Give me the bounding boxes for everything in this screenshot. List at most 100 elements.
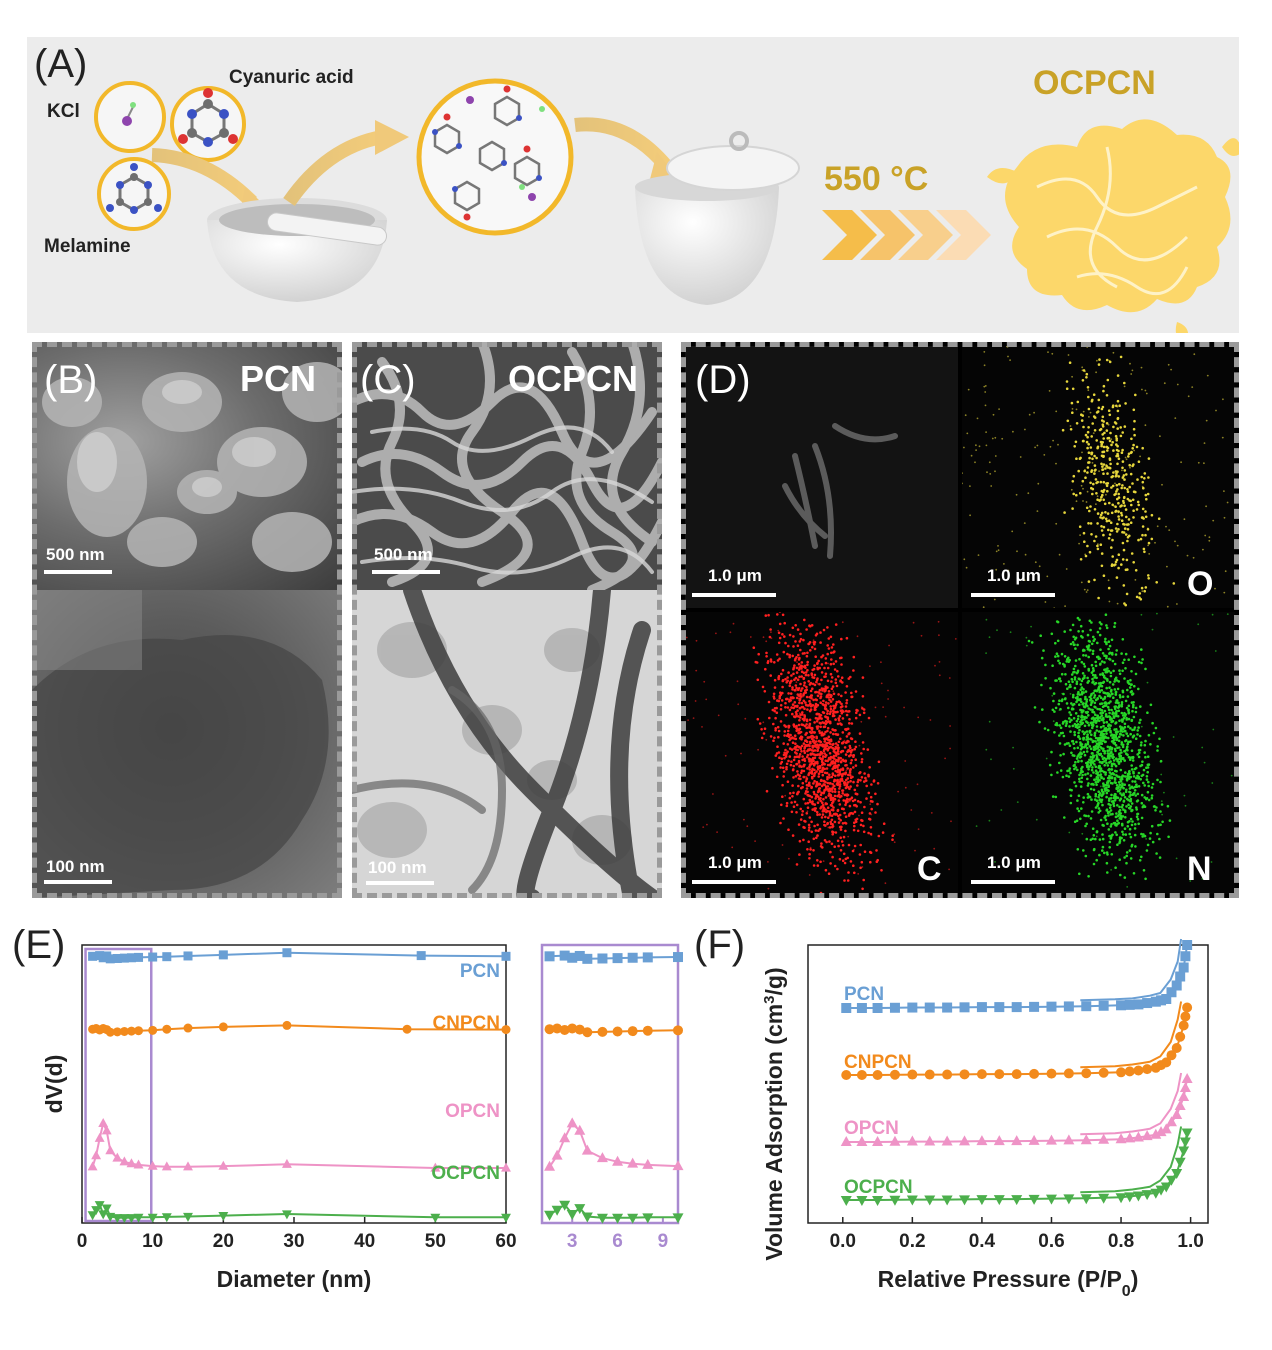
data-point [959,1069,970,1080]
inset-data-point [544,1160,556,1171]
map-dot [817,772,821,776]
map-dot [1105,642,1108,646]
map-dot [808,760,811,763]
map-dot [829,793,833,797]
map-dot [1101,415,1105,419]
map-dot [812,864,816,867]
map-dot [1105,808,1109,811]
map-dot [808,730,812,734]
map-dot [1076,616,1080,620]
map-dot [1082,736,1086,740]
map-dot [1156,745,1159,748]
map-dot [1095,456,1098,460]
map-dot [1082,801,1085,804]
map-dot [818,765,822,768]
map-dot [1024,428,1026,431]
inset-data-point [627,1026,638,1037]
map-dot [818,682,821,686]
map-dot [1127,717,1131,721]
map-dot [1067,775,1071,778]
map-dot [1110,776,1114,779]
map-dot [793,664,796,667]
map-dot [1123,759,1126,762]
map-dot [1093,759,1096,763]
map-dot [765,655,768,658]
map-dot [1122,474,1126,477]
melamine-label: Melamine [44,236,131,257]
map-dot [778,696,781,700]
pcn-sem-image [32,342,342,590]
map-dot [1104,517,1108,521]
map-dot [778,694,782,698]
map-dot [1201,746,1204,749]
map-dot [1091,740,1095,744]
map-dot [1113,799,1117,802]
map-dot [1109,724,1112,727]
map-dot [799,807,802,811]
map-dot [1105,484,1109,488]
map-dot [807,840,810,843]
map-dot [1137,755,1141,759]
map-dot [813,771,817,775]
map-dot [847,798,851,801]
map-dot [1024,553,1027,556]
map-dot [825,695,828,699]
map-dot [1116,775,1119,778]
data-point [872,1070,883,1080]
map-dot [1086,544,1089,548]
map-dot [685,636,688,639]
map-dot [1133,785,1137,789]
map-dot [1071,507,1074,510]
map-dot [1071,408,1074,410]
map-dot [823,839,827,842]
map-dot [1045,757,1048,760]
map-dot [1086,772,1090,775]
map-dot [1103,502,1107,506]
x-tick-label: 30 [283,1231,304,1252]
map-dot [1143,751,1146,754]
map-dot [1036,510,1039,512]
data-point [98,1210,109,1220]
map-dot [1144,667,1147,671]
map-dot [814,690,817,694]
map-dot [757,748,759,751]
map-dot [813,753,816,756]
map-dot [990,758,992,761]
map-dot [1104,670,1107,674]
map-dot [840,637,843,641]
map-dot [1083,674,1086,678]
map-dot [834,681,838,685]
map-dot [1082,688,1085,691]
map-dot [793,701,797,704]
map-dot [805,755,809,759]
map-dot [1141,388,1143,391]
map-dot [845,713,849,717]
map-dot [1115,732,1118,736]
map-dot [1095,772,1098,775]
map-dot [1061,698,1064,701]
x-tick-label: 20 [213,1231,234,1252]
map-dot [1114,796,1118,800]
map-dot [1114,866,1117,869]
map-dot [1107,708,1111,712]
map-dot [824,661,828,665]
data-point [959,1135,971,1146]
map-dot [786,676,789,679]
map-dot [808,771,812,774]
map-dot [794,751,797,754]
map-dot [1114,563,1117,566]
inset-data-point [581,1144,593,1155]
map-dot [796,688,800,692]
map-dot [1131,728,1134,732]
map-dot [828,782,832,785]
map-dot [1097,398,1101,402]
ocpcn-tem-texture [352,590,661,898]
map-dot [1156,525,1159,528]
map-dot [1108,680,1112,684]
map-dot [1140,816,1144,820]
map-dot [962,482,963,485]
map-dot [1121,803,1124,807]
map-dot [1099,711,1102,715]
map-dot [818,692,822,695]
map-dot [1131,755,1135,759]
